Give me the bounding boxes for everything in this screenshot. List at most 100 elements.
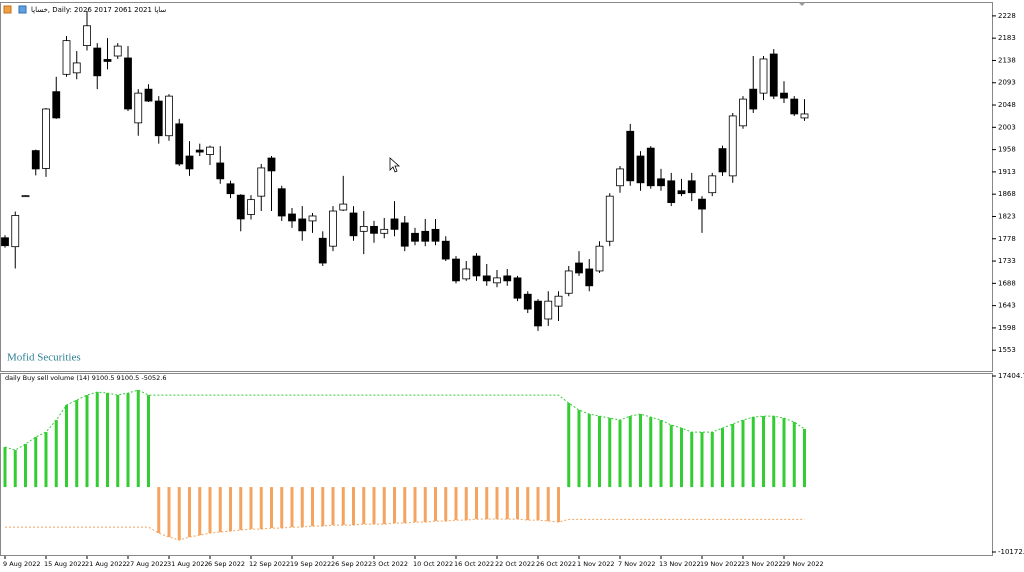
candle-body: [452, 258, 460, 282]
x-tick-label: 21 Aug 2022: [85, 560, 127, 568]
volume-bar: [710, 432, 714, 488]
volume-bar: [782, 418, 786, 488]
volume-bar: [372, 487, 376, 525]
candle-body: [441, 240, 450, 260]
indicator-panel: [0, 373, 993, 556]
volume-bar: [106, 393, 109, 488]
volume-bar: [557, 487, 560, 523]
x-tick-label: 9 Aug 2022: [3, 560, 41, 568]
toolbar-icon[interactable]: [18, 5, 27, 14]
volume-bar: [341, 487, 345, 526]
candle-body: [595, 245, 604, 272]
volume-bar: [188, 487, 191, 538]
chart-title: خساپا, Daily: 2026 2017 2061 2021 ساپا: [31, 6, 166, 14]
volume-bar: [65, 405, 68, 488]
volume-bar: [239, 487, 243, 531]
candle-body: [698, 198, 706, 210]
volume-bar: [546, 487, 550, 522]
volume-bar: [669, 425, 673, 488]
volume-bar: [382, 487, 386, 525]
x-tick-label: 26 Sep 2022: [331, 560, 372, 568]
y-tick-label: 1733: [998, 257, 1016, 265]
y-tick-label: 1553: [998, 346, 1016, 354]
x-tick-label: 12 Sep 2022: [249, 560, 290, 568]
volume-bar: [249, 487, 253, 530]
price-panel: [0, 2, 993, 372]
candle-body: [308, 215, 317, 222]
volume-bar: [741, 420, 745, 488]
candle-body: [318, 237, 327, 264]
y-tick-label: 2183: [998, 34, 1016, 42]
candle-body: [165, 95, 173, 137]
candle-body: [554, 295, 563, 307]
volume-bar: [229, 487, 232, 532]
y-tick-label: 2003: [998, 123, 1016, 131]
volume-bar: [311, 487, 314, 527]
candle-body: [329, 210, 337, 247]
candle-body: [298, 218, 307, 232]
volume-bar: [526, 487, 530, 521]
volume-bar: [3, 447, 7, 488]
candle-body: [728, 115, 737, 177]
volume-bar: [290, 487, 294, 528]
candle-body: [503, 275, 512, 282]
candle-body: [349, 212, 358, 237]
x-tick-label: 23 Nov 2022: [741, 560, 783, 568]
volume-bar: [126, 393, 130, 488]
candle-body: [657, 178, 665, 187]
candle-body: [72, 62, 81, 74]
x-tick-label: 7 Nov 2022: [618, 560, 656, 568]
volume-bar: [628, 416, 632, 488]
candle-body: [544, 300, 553, 320]
candle-body: [534, 300, 542, 327]
candle-body: [175, 123, 184, 165]
volume-bar: [434, 487, 437, 522]
candle-body: [185, 155, 194, 170]
volume-bar: [680, 428, 683, 488]
volume-bar: [639, 414, 642, 488]
candle-body: [21, 195, 30, 198]
volume-bar: [331, 487, 335, 526]
volume-bar: [393, 487, 396, 524]
candle-body: [124, 57, 132, 110]
candle-body: [708, 175, 717, 194]
candle-body: [605, 195, 614, 242]
volume-bar: [362, 487, 366, 525]
volume-bar: [54, 420, 58, 488]
candle-body: [390, 218, 399, 230]
volume-bar: [177, 487, 181, 541]
volume-bar: [13, 450, 17, 488]
x-tick-label: 19 Sep 2022: [290, 560, 331, 568]
x-tick-label: 22 Oct 2022: [495, 560, 535, 568]
candle-body: [564, 270, 573, 294]
y-tick-label: 1688: [998, 279, 1016, 287]
volume-bar: [270, 487, 273, 529]
cursor: [389, 157, 401, 173]
volume-bar: [34, 437, 38, 488]
x-tick-label: 26 Oct 2022: [536, 560, 576, 568]
x-tick-label: 31 Aug 2022: [167, 560, 209, 568]
candle-body: [267, 157, 276, 172]
x-tick-label: 27 Aug 2022: [126, 560, 168, 568]
candle-body: [769, 53, 778, 97]
volume-bar: [659, 420, 663, 488]
candle-body: [134, 92, 143, 124]
x-tick-label: 16 Oct 2022: [454, 560, 494, 568]
volume-bar: [731, 424, 735, 488]
candle-body: [749, 88, 758, 110]
toolbar-icon[interactable]: [3, 5, 12, 14]
volume-bar: [44, 432, 48, 488]
volume-bar: [567, 403, 571, 488]
volume-bar: [116, 395, 120, 488]
volume-bar: [85, 395, 89, 488]
volume-bar: [280, 487, 284, 529]
candle-body: [83, 25, 91, 46]
candle-body: [718, 148, 727, 173]
volume-bar: [75, 400, 79, 488]
volume-bar: [464, 487, 468, 521]
candle-body: [288, 213, 296, 222]
x-tick-label: 6 Sep 2022: [208, 560, 245, 568]
volume-bar: [403, 487, 407, 524]
volume-bar: [259, 487, 263, 530]
